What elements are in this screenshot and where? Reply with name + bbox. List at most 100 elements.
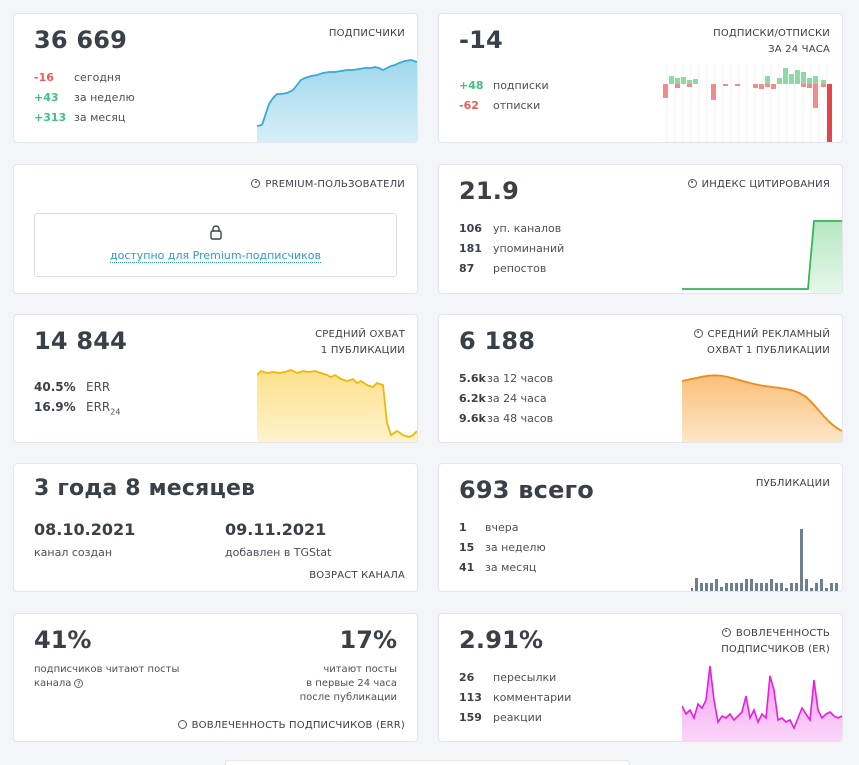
err-label-text: ВОВЛЕЧЕННОСТЬ ПОДПИСЧИКОВ (ERR) [191, 720, 405, 731]
err24-sub: 24 [110, 407, 121, 417]
err-right-text-line1: читают посты [323, 664, 397, 675]
ad-reach-24h-value: 6.2k [459, 392, 486, 405]
subscribers-today-label: сегодня [74, 71, 121, 84]
subscribers-card[interactable]: 36 669 ПОДПИСЧИКИ -16 сегодня +43 за недел… [13, 13, 418, 143]
lock-icon [209, 225, 222, 240]
subscribers-label: ПОДПИСЧИКИ [328, 28, 405, 39]
help-icon[interactable]: ? [74, 679, 84, 688]
err24-label: ERR [86, 400, 111, 414]
er-comments-label: комментарии [493, 691, 572, 704]
subs-unsubs-stats: +48 подписки -62 отписки [459, 76, 549, 116]
ad-reach-label-line1: СРЕДНИЙ РЕКЛАМНЫЙ [707, 329, 830, 340]
subscribers-week-label: за неделю [74, 91, 135, 104]
citation-chart[interactable] [682, 215, 842, 293]
er-forwards-label: пересылки [493, 671, 557, 684]
ad-reach-value: 6 188 [459, 327, 536, 355]
channel-age-card: 3 года 8 месяцев 08.10.2021 канал создан… [13, 463, 418, 592]
publications-month-value: 41 [459, 561, 475, 574]
avg-reach-stats: 40.5% ERR 16.9% ERR24 [34, 377, 120, 417]
ad-reach-48h-value: 9.6k [459, 412, 486, 425]
subscribers-chart[interactable] [257, 54, 417, 142]
citation-channels-value: 106 [459, 222, 482, 235]
er-chart[interactable] [682, 660, 842, 742]
ad-reach-stats: 5.6kза 12 часов 6.2kза 24 часа 9.6kза 48… [459, 369, 553, 429]
subs-unsubs-label-line1: ПОДПИСКИ/ОТПИСКИ [713, 28, 830, 39]
ad-reach-48h-label: за 48 часов [487, 412, 554, 425]
avg-reach-value: 14 844 [34, 327, 128, 355]
subscribers-today-value: -16 [34, 71, 54, 84]
er-card[interactable]: 2.91% ВОВЛЕЧЕННОСТЬ ПОДПИСЧИКОВ (ER) 26 п… [438, 613, 843, 742]
subs-unsubs-card[interactable]: -14 ПОДПИСКИ/ОТПИСКИ ЗА 24 ЧАСА +48 подпи… [438, 13, 843, 143]
publications-week-value: 15 [459, 541, 475, 554]
ad-reach-24h-label: за 24 часа [487, 392, 547, 405]
publications-yesterday-label: вчера [485, 521, 519, 534]
publications-label: ПУБЛИКАЦИИ [755, 478, 830, 489]
err-right-value: 17% [339, 626, 397, 654]
subs-unsubs-label: ПОДПИСКИ/ОТПИСКИ ЗА 24 ЧАСА [713, 26, 830, 58]
publications-chart[interactable] [687, 526, 843, 592]
publications-card[interactable]: 693 всего ПУБЛИКАЦИИ 1 вчера 15 за неделю … [438, 463, 843, 592]
er-label: ВОВЛЕЧЕННОСТЬ ПОДПИСЧИКОВ (ER) [721, 626, 830, 658]
citation-label: ИНДЕКС ЦИТИРОВАНИЯ [687, 177, 830, 193]
err-label: ВОВЛЕЧЕННОСТЬ ПОДПИСЧИКОВ (ERR) [177, 720, 405, 731]
subscribers-month-value: +313 [34, 111, 67, 124]
subscribers-week-value: +43 [34, 91, 59, 104]
subscribers-month-label: за месяц [74, 111, 126, 124]
publications-month-label: за месяц [485, 561, 537, 574]
subs-unsubs-chart[interactable] [661, 64, 841, 143]
subs-value: +48 [459, 79, 484, 92]
added-label: добавлен в TGStat [225, 546, 332, 559]
citation-reposts-label: репостов [493, 262, 547, 275]
premium-label: PREMIUM-ПОЛЬЗОВАТЕЛИ [251, 177, 405, 193]
err-card: 41% подписчиков читают посты канала? 17%… [13, 613, 418, 742]
er-value: 2.91% [459, 626, 544, 654]
avg-reach-label-line1: СРЕДНИЙ ОХВАТ [315, 329, 405, 340]
avg-reach-chart[interactable] [257, 363, 417, 443]
avg-reach-card[interactable]: 14 844 СРЕДНИЙ ОХВАТ 1 ПУБЛИКАЦИИ 40.5% E… [13, 314, 418, 443]
channel-age-label: ВОЗРАСТ КАНАЛА [309, 570, 405, 581]
premium-card: PREMIUM-ПОЛЬЗОВАТЕЛИ доступно для Premiu… [13, 164, 418, 294]
er-reactions-label: реакции [493, 711, 542, 724]
premium-label-text: PREMIUM-ПОЛЬЗОВАТЕЛИ [265, 179, 405, 190]
citation-value: 21.9 [459, 177, 520, 205]
er-stats: 26 пересылки 113 комментарии 159 реакции [459, 668, 571, 728]
avg-reach-label: СРЕДНИЙ ОХВАТ 1 ПУБЛИКАЦИИ [315, 327, 405, 359]
er-label-line2: ПОДПИСЧИКОВ (ER) [721, 644, 830, 655]
ad-reach-label-line2: ОХВАТ 1 ПУБЛИКАЦИИ [707, 345, 830, 356]
ad-reach-12h-value: 5.6k [459, 372, 486, 385]
citation-stats: 106 уп. каналов 181 упоминаний 87 репостов [459, 219, 564, 279]
publications-value: 693 всего [459, 476, 594, 504]
info-icon [687, 179, 697, 188]
unsubs-value: -62 [459, 99, 479, 112]
bottom-panel-edge [225, 760, 630, 765]
subscribers-count: 36 669 [34, 26, 128, 54]
publications-week-label: за неделю [485, 541, 546, 554]
created-label: канал создан [34, 546, 113, 559]
er-reactions-value: 159 [459, 711, 482, 724]
err-value: 40.5% [34, 380, 76, 394]
err-left-text-line2: канала [34, 678, 72, 689]
err-left-text: подписчиков читают посты канала? [34, 663, 179, 691]
er-label-line1: ВОВЛЕЧЕННОСТЬ [735, 628, 830, 639]
ad-reach-chart[interactable] [682, 371, 842, 443]
info-icon [693, 329, 703, 338]
err24-value: 16.9% [34, 400, 76, 414]
channel-age-value: 3 года 8 месяцев [34, 476, 256, 501]
citation-mentions-label: упоминаний [493, 242, 565, 255]
added-date: 09.11.2021 [225, 520, 327, 539]
err-label: ERR [86, 380, 111, 394]
err-left-value: 41% [34, 626, 92, 654]
citation-mentions-value: 181 [459, 242, 482, 255]
premium-link[interactable]: доступно для Premium-подписчиков [110, 249, 321, 263]
subs-unsubs-label-line2: ЗА 24 ЧАСА [768, 44, 830, 55]
er-comments-value: 113 [459, 691, 482, 704]
info-icon [177, 720, 187, 729]
err-right-text-line2: в первые 24 часа [306, 678, 397, 689]
citation-card[interactable]: 21.9 ИНДЕКС ЦИТИРОВАНИЯ 106 уп. каналов 1… [438, 164, 843, 294]
subscribers-stats: -16 сегодня +43 за неделю +313 за месяц [34, 68, 135, 128]
unsubs-label: отписки [493, 99, 541, 112]
subs-label: подписки [493, 79, 549, 92]
ad-reach-label: СРЕДНИЙ РЕКЛАМНЫЙ ОХВАТ 1 ПУБЛИКАЦИИ [693, 327, 830, 359]
ad-reach-card[interactable]: 6 188 СРЕДНИЙ РЕКЛАМНЫЙ ОХВАТ 1 ПУБЛИКАЦ… [438, 314, 843, 443]
ad-reach-12h-label: за 12 часов [487, 372, 554, 385]
